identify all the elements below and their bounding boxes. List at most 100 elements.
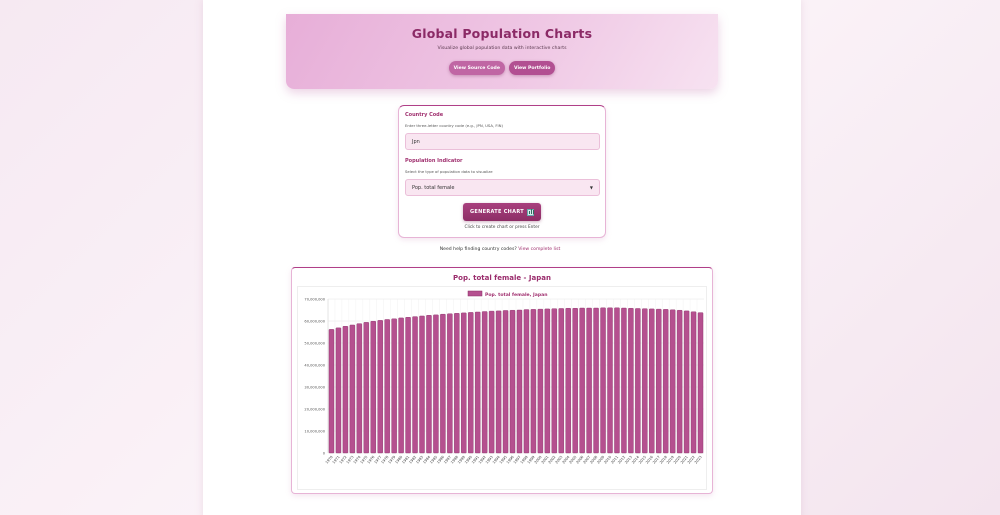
bar-1982[interactable] [412,316,418,454]
bar-2020[interactable] [676,310,683,454]
bar-2004[interactable] [565,308,571,454]
x-tick-label: 2003 [555,455,564,465]
bar-1979[interactable] [391,318,397,454]
page-title: Global Population Charts [411,26,593,41]
bar-2010[interactable] [607,307,613,454]
bar-1993[interactable] [488,310,495,454]
bar-2000[interactable] [537,308,544,454]
bar-1975[interactable] [363,322,370,454]
bar-2014[interactable] [635,308,641,454]
page-subtitle: Visualize global population data with in… [437,46,567,51]
bar-1984[interactable] [426,315,432,454]
bar-2001[interactable] [544,308,551,454]
x-tick-label: 1987 [443,455,452,465]
view-complete-list-link[interactable]: View complete list [518,247,561,252]
bar-1977[interactable] [377,320,383,454]
x-tick-label: 1981 [401,455,410,465]
x-tick-label: 1994 [492,455,501,465]
x-tick-label: 1997 [513,455,522,465]
bar-2013[interactable] [628,308,634,454]
y-tick-label: 60,000,000 [304,319,325,323]
x-tick-label: 1979 [387,455,396,465]
bar-1973[interactable] [349,324,356,454]
bar-2016[interactable] [649,308,655,454]
chart-title: Pop. total female - Japan [453,274,551,282]
x-tick-label: 2017 [652,455,661,465]
x-tick-label: 2015 [638,455,647,465]
bar-1981[interactable] [405,317,411,454]
x-tick-label: 1971 [332,455,341,465]
bar-1996[interactable] [509,310,516,454]
bar-2017[interactable] [656,308,662,454]
bar-2012[interactable] [621,307,627,454]
x-tick-label: 2022 [687,455,696,465]
bar-1992[interactable] [481,311,488,454]
x-tick-label: 2020 [673,455,682,465]
bar-1994[interactable] [495,310,502,454]
header-buttons: View Source Code View Portfolio [286,61,718,75]
x-tick-label: 1991 [471,455,480,465]
bar-1990[interactable] [468,312,474,454]
x-tick-label: 2011 [610,455,619,465]
x-tick-label: 1973 [346,455,355,465]
x-tick-label: 2021 [680,455,689,465]
bar-1983[interactable] [419,315,425,454]
bar-1999[interactable] [530,309,537,454]
y-tick-label: 50,000,000 [304,341,325,345]
x-tick-label: 1978 [381,455,390,465]
bar-2005[interactable] [572,308,578,454]
population-indicator-value: Pop. total female [412,184,455,191]
bar-1998[interactable] [523,309,530,454]
bar-2022[interactable] [690,311,697,454]
bar-1980[interactable] [398,317,404,454]
country-code-input[interactable]: Jpn [405,133,600,150]
bar-2011[interactable] [614,307,620,454]
population-indicator-select[interactable]: Pop. total female ▼ [405,179,600,196]
view-portfolio-button[interactable]: View Portfolio [508,61,556,75]
bar-1976[interactable] [370,321,376,454]
bar-1985[interactable] [433,314,439,454]
x-tick-label: 1989 [457,455,466,465]
y-tick-label: 70,000,000 [304,297,325,301]
y-tick-label: 30,000,000 [304,385,325,389]
chart-form: Country Code Enter three-letter country … [398,105,606,238]
bar-2003[interactable] [558,308,564,454]
bar-1995[interactable] [502,310,509,454]
generate-chart-button[interactable]: GENERATE CHART [463,203,541,221]
bar-2007[interactable] [586,307,592,454]
bar-1991[interactable] [474,311,481,454]
bar-2002[interactable] [551,308,558,454]
x-tick-label: 2023 [694,455,703,465]
view-source-code-button[interactable]: View Source Code [448,61,505,75]
bar-2008[interactable] [593,307,599,454]
generate-chart-hint: Click to create chart or press Enter [464,225,540,230]
bar-1989[interactable] [461,312,467,454]
bar-2018[interactable] [662,309,669,454]
bar-2006[interactable] [579,307,585,454]
bar-1970[interactable] [328,329,335,454]
chevron-down-icon: ▼ [589,185,593,190]
bar-2009[interactable] [600,307,606,454]
bar-1971[interactable] [335,327,342,454]
bar-2021[interactable] [683,310,690,454]
country-code-label: Country Code [405,112,444,118]
chart-card: Pop. total female - Japan Pop. total fem… [291,267,713,494]
bar-2023[interactable] [697,312,704,454]
bar-1974[interactable] [356,323,363,454]
bar-2015[interactable] [642,308,648,454]
bar-1972[interactable] [342,326,349,454]
x-tick-label: 2001 [541,455,550,465]
bar-1987[interactable] [447,313,453,454]
x-tick-label: 1975 [360,455,369,465]
bar-1978[interactable] [384,319,390,454]
x-tick-label: 2014 [631,455,640,465]
header-banner: Global Population Charts Visualize globa… [286,14,718,89]
population-bar-chart: Pop. total female, Japan 0 10,000,000 20,0… [304,290,704,465]
y-tick-label: 0 [323,451,326,455]
x-tick-label: 1974 [353,455,362,465]
bar-2019[interactable] [669,309,676,454]
bar-1988[interactable] [454,313,460,454]
bar-1997[interactable] [516,309,523,454]
x-tick-label: 2013 [624,455,633,465]
bar-1986[interactable] [440,313,446,454]
